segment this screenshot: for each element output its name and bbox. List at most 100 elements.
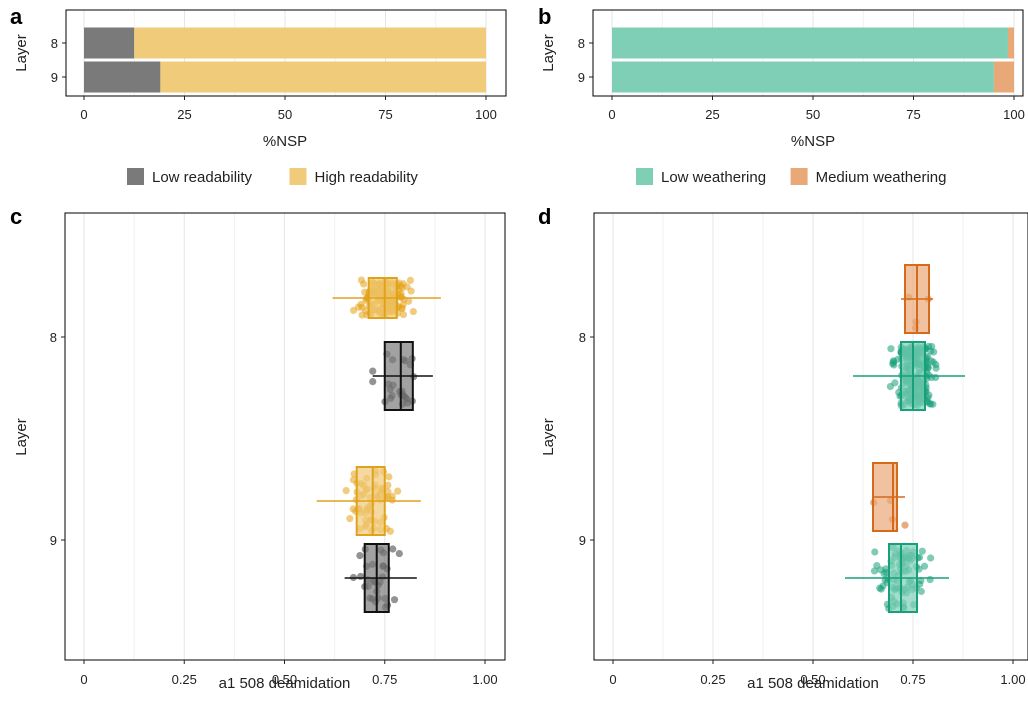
d-x-tick-label: 0.50 (800, 672, 825, 687)
d-group-layer8-medium-weathering (901, 264, 933, 334)
a-x-tick-label: 50 (278, 107, 292, 122)
data-point (395, 549, 403, 558)
data-point (409, 307, 417, 316)
data-point (917, 587, 925, 596)
d-x-tick-label: 0 (609, 672, 616, 687)
panel-letter-d: d (538, 204, 551, 229)
data-point (356, 552, 364, 560)
b-bar-low-weathering (612, 27, 1008, 59)
panel-letter-c: c (10, 204, 22, 229)
data-point (929, 400, 937, 408)
data-point (406, 276, 415, 285)
data-point (901, 521, 909, 529)
data-point (399, 280, 407, 288)
data-point (369, 378, 377, 386)
c-x-tick-label: 0.25 (172, 672, 197, 687)
data-point (357, 572, 365, 581)
c-panel: 0 0.25 0.50 0.75 1.00 a1 508 deamidation 8 9 Lay… (10, 204, 506, 692)
a-panel: 8 9 0 25 50 75 100 %NSP Layer a (10, 4, 507, 150)
panel-letter-a: a (10, 4, 23, 29)
data-point (405, 297, 413, 305)
a-x-tick-label: 0 (80, 107, 87, 122)
c-x-tick-label: 1.00 (472, 672, 497, 687)
d-x-tick-label: 0.75 (900, 672, 925, 687)
b-x-axis-title: %NSP (791, 133, 835, 150)
data-point (386, 527, 394, 535)
legend-label: Medium weathering (816, 169, 947, 186)
legend-swatch (636, 168, 653, 185)
b-x-tick-label: 0 (608, 107, 615, 122)
b-bar-medium-weathering (993, 61, 1014, 93)
c-y-tick-label: 9 (50, 533, 57, 548)
b-panel: 8 9 0 25 50 75 100 %NSP Layer b (538, 4, 1025, 150)
data-point (399, 311, 408, 319)
data-point (877, 566, 885, 574)
c-group-layer8-high-readability (332, 276, 441, 319)
a-x-tick-label: 100 (475, 107, 497, 122)
data-point (920, 562, 929, 570)
a-legend: Low readability High readability (127, 168, 418, 186)
a-bar-high-readability (134, 27, 486, 59)
a-bar-low-readability (84, 61, 161, 93)
data-point (870, 567, 879, 575)
b-y-tick-label: 8 (578, 36, 585, 51)
c-group-layer9-high-readability (316, 466, 421, 536)
b-bar-low-weathering (612, 61, 994, 93)
c-x-tick-label: 0 (80, 672, 87, 687)
a-x-axis-title: %NSP (263, 133, 307, 150)
data-point (887, 345, 895, 353)
b-x-tick-label: 100 (1003, 107, 1025, 122)
b-y-axis-title: Layer (540, 34, 557, 72)
data-point (385, 473, 393, 481)
legend-swatch (289, 168, 307, 185)
data-point (394, 487, 402, 495)
a-y-axis-title: Layer (13, 34, 30, 72)
data-point (927, 554, 935, 562)
legend-label: Low readability (152, 169, 253, 186)
b-x-tick-label: 25 (705, 107, 719, 122)
data-point (346, 514, 354, 523)
c-group-layer8-low-readability (369, 341, 433, 411)
a-y-tick-label: 8 (51, 36, 58, 51)
d-group-layer9-medium-weathering (870, 462, 909, 532)
data-point (390, 596, 399, 604)
c-group-layer9-low-readability (344, 543, 417, 613)
c-x-axis-title: a1 508 deamidation (219, 675, 351, 692)
data-point (926, 575, 934, 584)
data-point (358, 311, 366, 319)
legend-label: High readability (315, 169, 419, 186)
data-point (876, 584, 884, 592)
d-group-layer9-low-weathering (845, 543, 949, 613)
a-bar-low-readability (84, 27, 135, 59)
data-point (889, 359, 897, 368)
b-y-tick-label: 9 (578, 70, 585, 85)
d-x-tick-label: 1.00 (1000, 672, 1025, 687)
data-point (388, 492, 396, 500)
b-x-tick-label: 50 (806, 107, 820, 122)
d-y-tick-label: 9 (579, 533, 586, 548)
data-point (389, 545, 397, 553)
c-x-tick-label: 0.75 (372, 672, 397, 687)
d-group-layer8-low-weathering (853, 341, 965, 411)
a-frame (65, 9, 507, 97)
d-x-tick-label: 0.25 (700, 672, 725, 687)
data-point (358, 303, 366, 311)
data-point (918, 547, 926, 555)
d-plot-area (594, 213, 1028, 660)
c-y-tick-label: 8 (50, 330, 57, 345)
c-y-axis-title: Layer (13, 418, 30, 456)
d-y-axis-title: Layer (540, 418, 557, 456)
legend-swatch (790, 168, 808, 185)
data-point (384, 481, 392, 489)
data-point (361, 288, 369, 296)
legend-swatch (127, 168, 144, 185)
d-panel: 0 0.25 0.50 0.75 1.00 a1 508 deamidation 8 9 Lay… (538, 204, 1028, 692)
legend-label: Low weathering (661, 169, 766, 186)
data-point (384, 488, 392, 496)
b-bar-medium-weathering (1007, 27, 1014, 59)
a-x-tick-label: 25 (177, 107, 191, 122)
d-frame (593, 212, 1028, 661)
a-x-tick-label: 75 (378, 107, 392, 122)
data-point (871, 548, 879, 556)
